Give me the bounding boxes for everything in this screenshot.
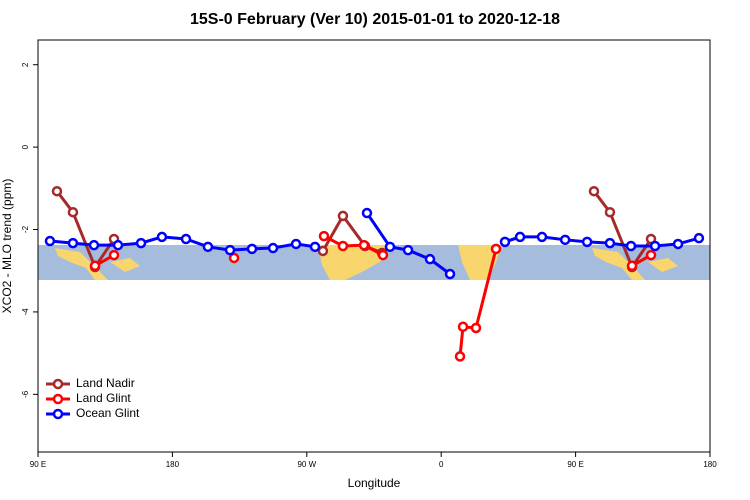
- point: [135, 237, 147, 249]
- point: [645, 249, 657, 261]
- point: [108, 249, 120, 261]
- chart-title: 15S-0 February (Ver 10) 2015-01-01 to 20…: [190, 11, 560, 28]
- point: [588, 185, 600, 197]
- point: [309, 241, 321, 253]
- legend-marker: [52, 408, 64, 420]
- point: [444, 268, 456, 280]
- point: [246, 243, 258, 255]
- x-tick-label: 90 W: [297, 460, 316, 469]
- point: [604, 237, 616, 249]
- point: [384, 241, 396, 253]
- point: [89, 260, 101, 272]
- y-tick-label: 0: [21, 144, 30, 149]
- point: [559, 234, 571, 246]
- point: [402, 244, 414, 256]
- land: [318, 245, 392, 280]
- legend-label: Land Nadir: [76, 376, 135, 390]
- x-tick-label: 90 E: [30, 460, 46, 469]
- point: [156, 231, 168, 243]
- point: [649, 240, 661, 252]
- land: [110, 258, 140, 272]
- point: [228, 252, 240, 264]
- point: [361, 207, 373, 219]
- point: [514, 231, 526, 243]
- point: [626, 260, 638, 272]
- point: [424, 253, 436, 265]
- point: [457, 321, 469, 333]
- point: [202, 241, 214, 253]
- point: [51, 185, 63, 197]
- point: [693, 232, 705, 244]
- point: [454, 351, 466, 362]
- land: [648, 258, 678, 272]
- legend-label: Land Glint: [76, 391, 131, 405]
- x-axis-label: Longitude: [348, 476, 401, 490]
- point: [581, 236, 593, 248]
- point: [377, 249, 389, 261]
- legend-marker: [52, 378, 64, 390]
- point: [470, 322, 482, 334]
- y-tick-label: -2: [21, 225, 30, 233]
- point: [180, 233, 192, 245]
- point: [604, 206, 616, 218]
- series-line: [94, 234, 652, 357]
- plot-frame: [37, 39, 711, 453]
- point: [499, 236, 511, 248]
- x-tick-label: 0: [439, 460, 444, 469]
- point: [490, 243, 502, 255]
- point: [290, 238, 302, 250]
- point: [625, 240, 637, 252]
- point: [672, 238, 684, 250]
- point: [317, 245, 329, 257]
- point: [267, 242, 279, 254]
- point: [536, 231, 548, 243]
- x-tick-label: 180: [703, 460, 717, 469]
- legend-marker: [52, 393, 64, 405]
- point: [67, 237, 79, 249]
- point: [44, 235, 56, 247]
- point: [112, 239, 124, 251]
- point: [224, 244, 236, 256]
- x-tick-label: 180: [166, 460, 180, 469]
- point: [358, 239, 370, 251]
- y-axis-label: XCO2 - MLO trend (ppm): [0, 179, 14, 314]
- point: [337, 210, 349, 222]
- x-tick-label: 90 E: [567, 460, 583, 469]
- y-tick-label: 2: [21, 62, 30, 67]
- point: [318, 230, 330, 242]
- point: [88, 239, 100, 251]
- legend-label: Ocean Glint: [76, 406, 140, 420]
- y-tick-label: -4: [21, 308, 30, 316]
- point: [337, 240, 349, 252]
- point: [67, 206, 79, 218]
- y-tick-label: -6: [21, 390, 30, 398]
